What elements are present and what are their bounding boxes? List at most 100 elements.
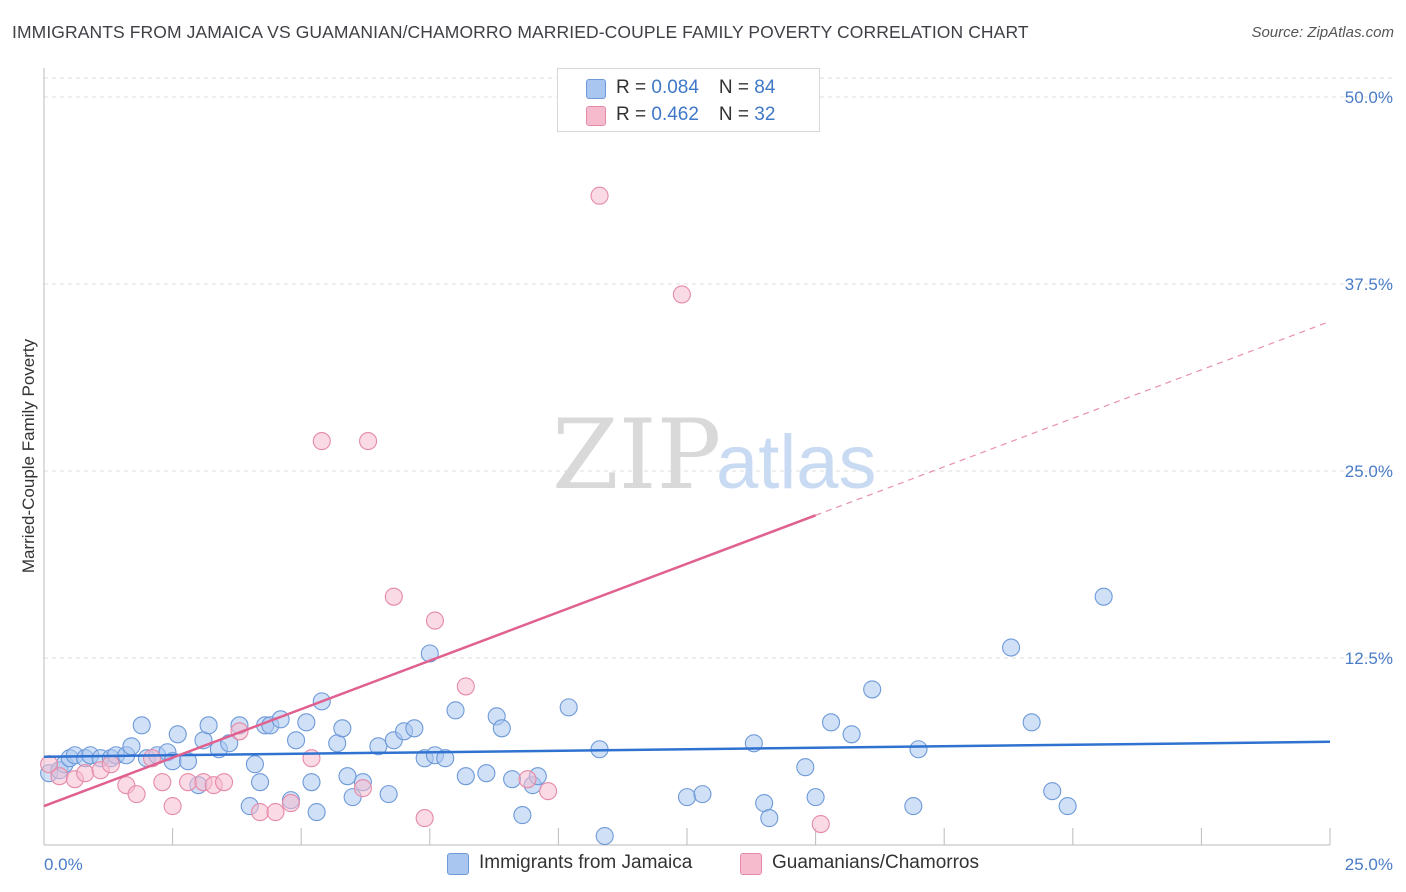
data-point-jamaica xyxy=(446,701,465,720)
legend-r-value: 0.084 xyxy=(651,77,699,98)
data-point-jamaica xyxy=(338,767,357,786)
data-point-guamanian xyxy=(76,764,95,783)
data-point-jamaica xyxy=(333,719,352,738)
legend-swatch-pink xyxy=(586,106,606,126)
data-point-guamanian xyxy=(590,186,609,205)
data-point-jamaica xyxy=(379,785,398,804)
data-point-jamaica xyxy=(904,797,923,816)
y-tick-label: 50.0% xyxy=(1345,88,1393,107)
legend-swatch-blue xyxy=(586,79,606,99)
data-point-jamaica xyxy=(842,725,861,744)
data-point-jamaica xyxy=(760,809,779,828)
data-point-jamaica xyxy=(492,719,511,738)
data-point-jamaica xyxy=(436,749,455,768)
data-point-jamaica xyxy=(821,713,841,732)
data-point-guamanian xyxy=(281,794,300,813)
legend-n-label: N = xyxy=(718,77,755,98)
x-tick-marks xyxy=(172,828,1331,845)
data-point-guamanian xyxy=(50,767,69,786)
data-point-guamanian xyxy=(302,749,321,768)
series-guamanian-points xyxy=(40,186,830,834)
data-point-jamaica xyxy=(1022,713,1041,732)
data-point-guamanian xyxy=(359,432,378,451)
x-tick-label-min: 0.0% xyxy=(44,855,83,874)
data-point-guamanian xyxy=(811,815,830,834)
x-tick-label-max: 25.0% xyxy=(1345,855,1393,874)
bottom-legend-label-jamaica: Immigrants from Jamaica xyxy=(479,852,693,873)
trend-line-jamaica xyxy=(43,740,1331,758)
legend-r-label: R = xyxy=(616,104,652,125)
data-point-guamanian xyxy=(353,779,372,798)
data-point-jamaica xyxy=(168,725,187,744)
data-point-guamanian xyxy=(518,770,537,789)
y-tick-label: 25.0% xyxy=(1345,462,1393,481)
data-point-guamanian xyxy=(384,587,403,606)
data-point-guamanian xyxy=(312,432,331,451)
data-point-guamanian xyxy=(101,755,120,774)
data-point-jamaica xyxy=(1002,638,1021,657)
data-point-guamanian xyxy=(456,677,475,696)
legend-n-value: 32 xyxy=(754,104,776,125)
data-point-guamanian xyxy=(163,797,182,816)
y-tick-label: 12.5% xyxy=(1345,649,1393,668)
data-point-guamanian xyxy=(178,773,198,792)
data-point-guamanian xyxy=(127,785,146,804)
bottom-swatch-pink xyxy=(740,853,762,875)
data-point-jamaica xyxy=(405,719,424,738)
bottom-legend-label-guamanian: Guamanians/Chamorros xyxy=(772,852,979,873)
data-point-jamaica xyxy=(307,803,326,822)
data-point-guamanian xyxy=(425,611,444,630)
legend-text-jamaica: R = 0.084 N = 84 xyxy=(616,77,775,99)
watermark: ZIP atlas xyxy=(552,399,877,511)
data-point-jamaica xyxy=(245,755,264,774)
source-label: Source: ZipAtlas.com xyxy=(1251,24,1394,41)
data-point-jamaica xyxy=(132,716,151,735)
data-point-guamanian xyxy=(266,803,285,822)
legend-n-label: N = xyxy=(718,104,755,125)
data-point-guamanian xyxy=(214,773,234,792)
data-point-jamaica xyxy=(302,773,321,792)
data-point-jamaica xyxy=(250,773,270,792)
data-point-guamanian xyxy=(153,773,172,792)
correlation-legend: R = 0.084 N = 84 R = 0.462 N = 32 xyxy=(557,68,820,132)
legend-r-value: 0.462 xyxy=(651,104,699,125)
data-point-jamaica xyxy=(559,698,578,717)
data-point-jamaica xyxy=(456,767,475,786)
data-point-jamaica xyxy=(477,764,496,783)
bottom-swatch-blue xyxy=(447,853,469,875)
data-point-jamaica xyxy=(909,740,928,759)
data-point-jamaica xyxy=(513,806,532,825)
grid-lines xyxy=(44,77,1394,659)
trend-line-guamanian-extrapolated xyxy=(815,320,1331,516)
legend-n-value: 84 xyxy=(754,77,776,98)
x-tick-labels: 0.0% 25.0% xyxy=(44,855,1393,874)
data-point-jamaica xyxy=(595,826,614,846)
data-point-jamaica xyxy=(796,758,815,777)
y-axis-label: Married-Couple Family Poverty xyxy=(19,338,38,573)
y-tick-label: 37.5% xyxy=(1345,275,1393,294)
series-jamaica-points xyxy=(40,587,1113,846)
legend-text-guamanian: R = 0.462 N = 32 xyxy=(616,104,775,126)
watermark-zip: ZIP xyxy=(552,399,721,511)
data-point-jamaica xyxy=(693,785,712,804)
watermark-atlas: atlas xyxy=(716,420,877,505)
trend-lines xyxy=(43,320,1331,808)
data-point-jamaica xyxy=(806,788,825,807)
data-point-jamaica xyxy=(677,788,697,807)
data-point-jamaica xyxy=(1043,782,1062,801)
chart-title: IMMIGRANTS FROM JAMAICA VS GUAMANIAN/CHA… xyxy=(12,22,1029,42)
data-point-guamanian xyxy=(415,809,434,828)
data-point-guamanian xyxy=(672,285,691,304)
data-point-jamaica xyxy=(369,737,388,756)
trend-line-guamanian xyxy=(43,514,817,808)
data-point-jamaica xyxy=(503,770,522,789)
legend-r-label: R = xyxy=(616,77,652,98)
data-point-jamaica xyxy=(1058,797,1077,816)
data-point-jamaica xyxy=(863,680,882,699)
data-point-jamaica xyxy=(199,716,218,735)
data-point-jamaica xyxy=(287,731,306,750)
data-point-jamaica xyxy=(1094,587,1113,606)
data-point-guamanian xyxy=(250,803,270,822)
data-point-jamaica xyxy=(122,737,141,756)
